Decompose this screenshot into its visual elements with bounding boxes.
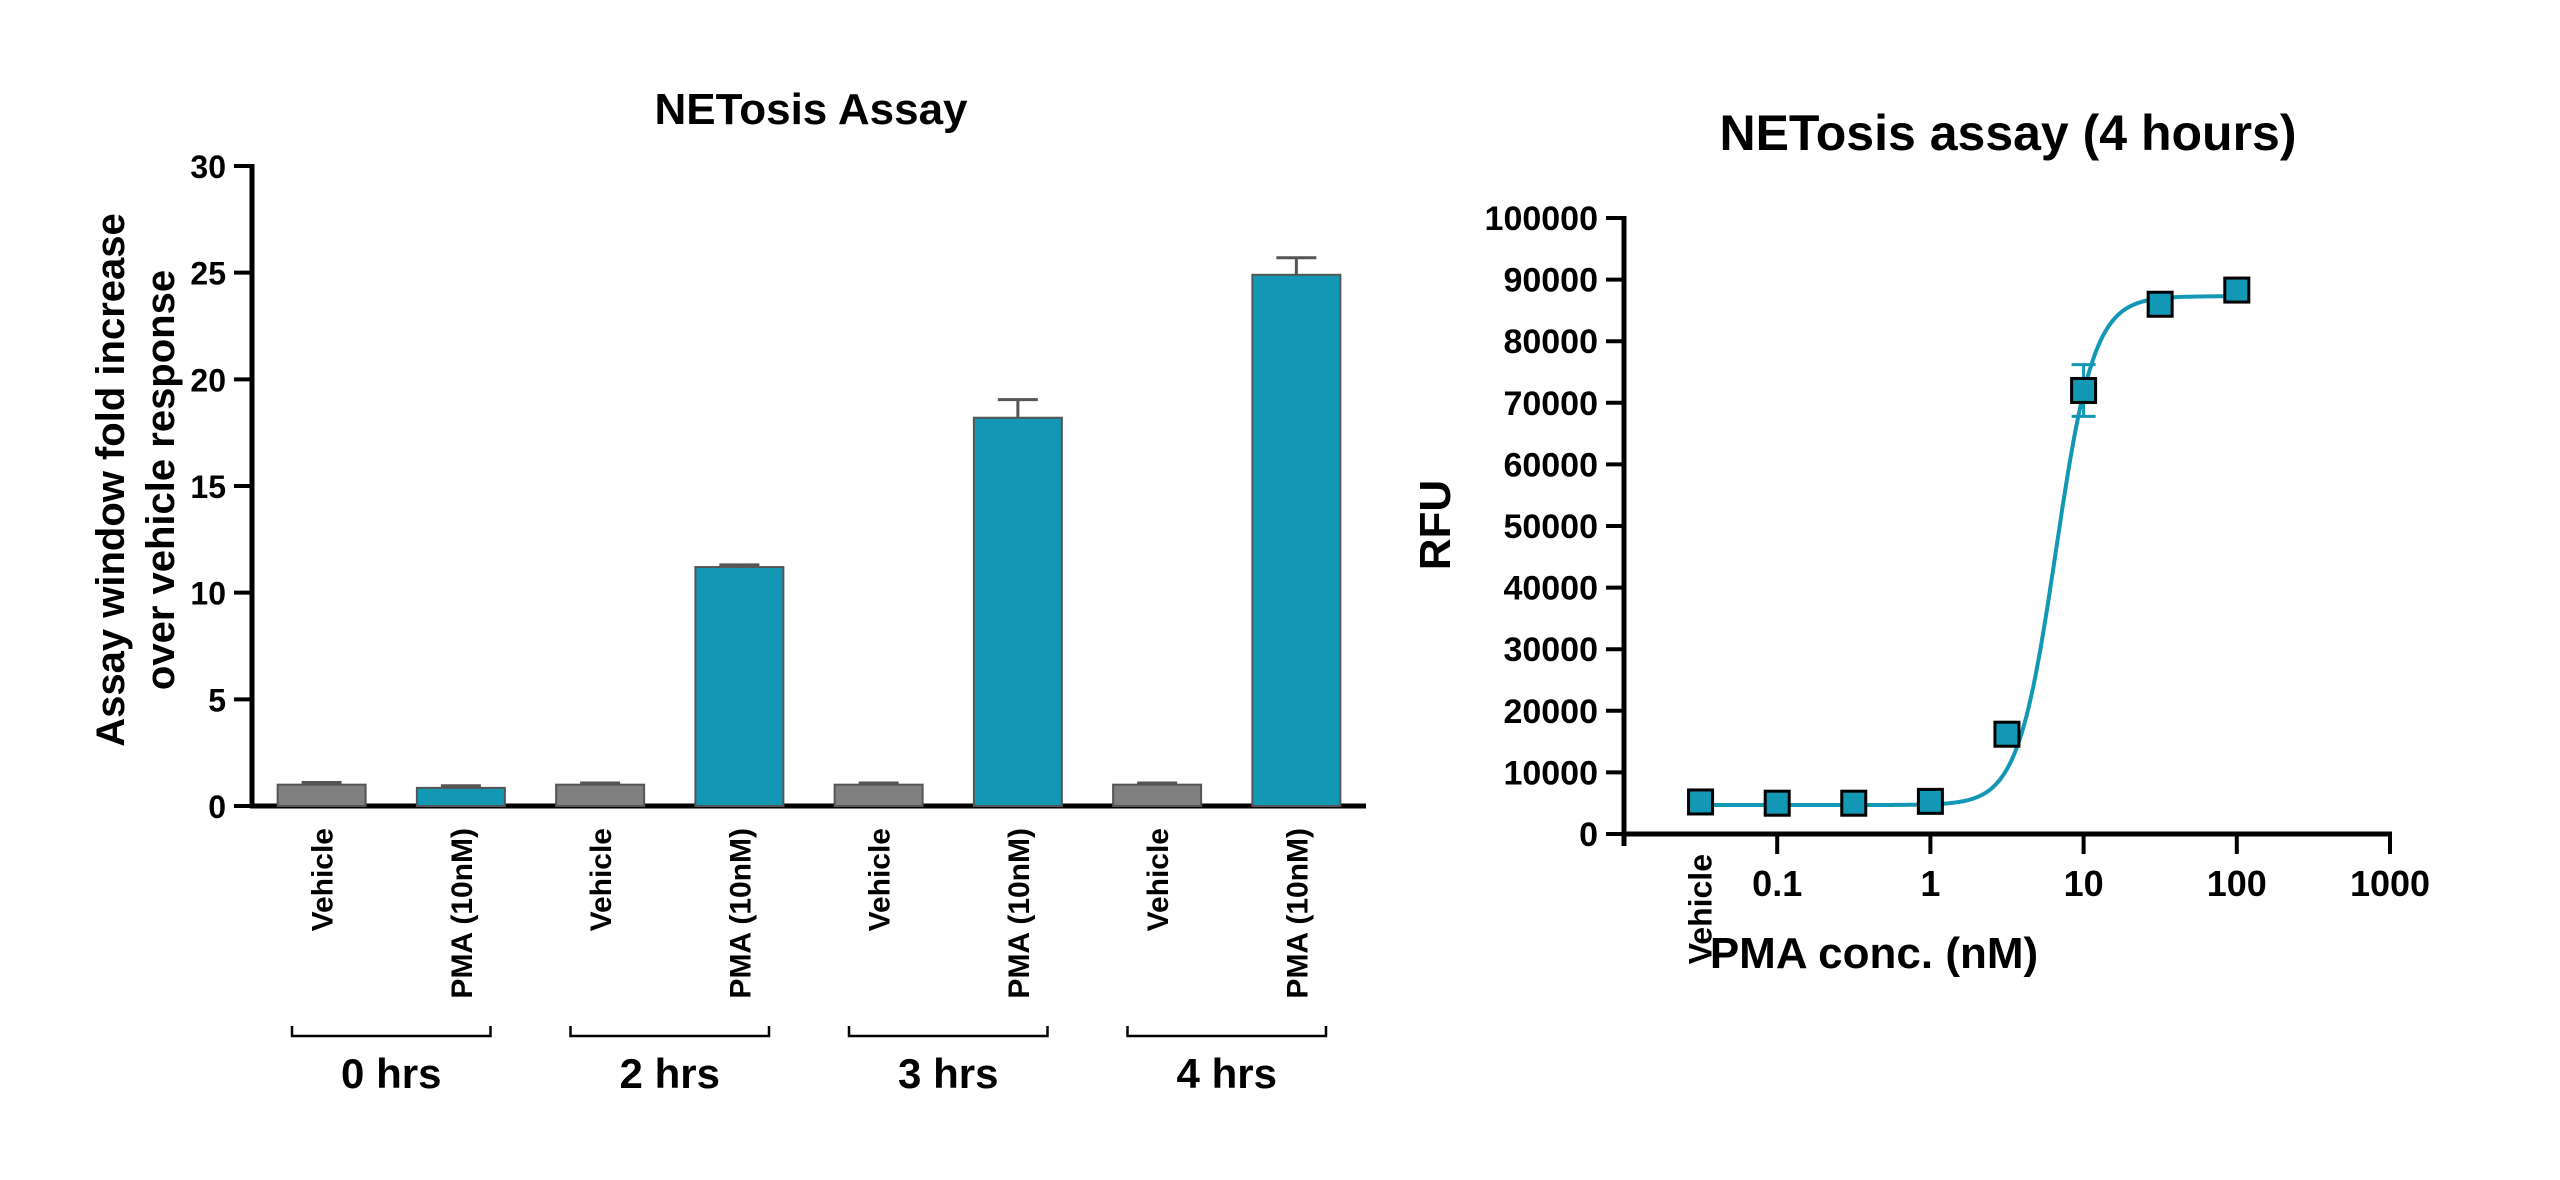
data-point xyxy=(2070,376,2098,404)
bar-vehicle xyxy=(276,783,367,808)
data-point xyxy=(1993,720,2021,748)
data-point xyxy=(1763,789,1791,817)
y-tick-label: 10000 xyxy=(1503,754,1598,792)
y-axis-label-line-2: over vehicle response xyxy=(139,270,183,690)
y-tick-label: 40000 xyxy=(1503,570,1598,608)
bar-pma xyxy=(972,416,1063,807)
x-tick-label: Vehicle xyxy=(1142,828,1175,931)
y-tick-label: 0 xyxy=(1579,816,1598,854)
chart-title: NETosis assay (4 hours) xyxy=(1719,105,2296,161)
x-tick-label: 0.1 xyxy=(1752,863,1802,904)
y-tick-label: 20 xyxy=(190,362,226,398)
group-label: 3 hrs xyxy=(898,1050,998,1097)
y-tick-label: 5 xyxy=(208,682,226,718)
x-tick-label: PMA (10nM) xyxy=(446,828,479,999)
group-label: 2 hrs xyxy=(620,1050,720,1097)
x-tick-label: 100 xyxy=(2207,863,2267,904)
x-tick-label: 1 xyxy=(1920,863,1940,904)
group-label: 0 hrs xyxy=(341,1050,441,1097)
axes: 0 10000 20000 30000 40000 50000 60000 70000 8000… xyxy=(1485,200,2431,964)
x-tick-label: Vehicle xyxy=(585,828,618,931)
y-axis-label-line-1: Assay window fold increase xyxy=(89,213,133,747)
y-tick-label: 30 xyxy=(190,149,226,185)
group-label: 4 hrs xyxy=(1177,1050,1277,1097)
y-tick-label: 50000 xyxy=(1503,508,1598,546)
bar-pma xyxy=(1251,273,1342,807)
x-tick-label: Vehicle xyxy=(864,828,897,931)
x-tick-label-vehicle: Vehicle xyxy=(1683,854,1719,964)
y-tick-label: 30000 xyxy=(1503,631,1598,669)
bars xyxy=(276,256,1342,808)
x-tick-label: 1000 xyxy=(2350,863,2430,904)
y-tick-label: 70000 xyxy=(1503,385,1598,423)
data-point xyxy=(1840,789,1868,817)
y-tick-label: 25 xyxy=(190,256,226,292)
x-tick-label: Vehicle xyxy=(307,828,340,931)
bar-pma xyxy=(415,786,506,807)
group-bracket xyxy=(569,1026,771,1038)
data-point xyxy=(2223,276,2251,304)
data-point xyxy=(1916,787,1944,815)
tick-labels: Vehicle PMA (10nM) Vehicle PMA (10nM) Vehicl… xyxy=(290,828,1328,1097)
fit-curve xyxy=(1700,294,2237,807)
x-axis-label: PMA conc. (nM) xyxy=(1710,929,2038,978)
x-tick-label: 10 xyxy=(2064,863,2104,904)
data-point xyxy=(2146,290,2174,318)
bar-vehicle xyxy=(1112,783,1203,808)
plot-area xyxy=(1687,276,2251,817)
group-bracket xyxy=(1126,1026,1328,1038)
y-tick-label: 0 xyxy=(208,789,226,825)
y-tick-label: 80000 xyxy=(1503,323,1598,361)
y-tick-label: 100000 xyxy=(1485,200,1598,238)
x-tick-label: PMA (10nM) xyxy=(1003,828,1036,999)
y-axis-label: RFU xyxy=(1411,480,1460,570)
group-bracket xyxy=(290,1026,492,1038)
group-bracket xyxy=(847,1026,1049,1038)
x-tick-label: PMA (10nM) xyxy=(1281,828,1314,999)
bar-chart-netosis-assay: NETosis Assay Assay window fold increase… xyxy=(89,85,1366,1097)
chart-title: NETosis Assay xyxy=(654,85,968,134)
data-point xyxy=(1687,788,1715,816)
y-tick-label: 60000 xyxy=(1503,446,1598,484)
dose-response-chart: NETosis assay (4 hours) RFU PMA conc. (n… xyxy=(1411,105,2430,978)
y-tick-label: 15 xyxy=(190,469,226,505)
bar-pma xyxy=(694,566,785,807)
y-tick-label: 90000 xyxy=(1503,262,1598,300)
bar-vehicle xyxy=(833,783,924,808)
y-tick-label: 10 xyxy=(190,576,226,612)
y-tick-label: 20000 xyxy=(1503,693,1598,731)
x-tick-label: PMA (10nM) xyxy=(724,828,757,999)
bar-vehicle xyxy=(555,783,646,808)
